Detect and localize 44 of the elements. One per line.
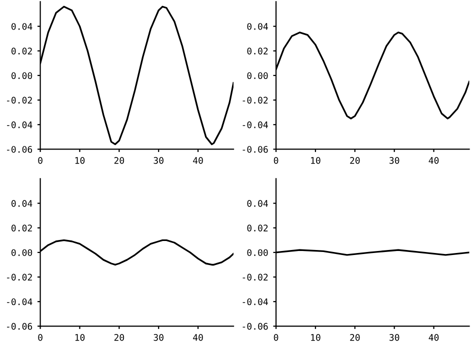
- y-tick-label: -0.04: [242, 121, 268, 128]
- x-tick-label: 0: [38, 334, 42, 341]
- y-tick-label: -0.02: [242, 274, 268, 281]
- y-tick-label: -0.04: [242, 298, 268, 306]
- y-tick-label: -0.06: [7, 146, 32, 153]
- x-tick-label: 30: [390, 157, 400, 164]
- y-tick-label: 0.04: [247, 23, 268, 30]
- x-tick-label: 10: [311, 157, 320, 164]
- x-tick-label: 20: [114, 334, 124, 341]
- y-tick-label: 0.02: [247, 224, 268, 232]
- x-tick-label: 40: [428, 334, 439, 341]
- y-tick-label: -0.04: [7, 121, 32, 128]
- y-tick-label: -0.02: [7, 96, 32, 104]
- x-tick-label: 10: [311, 334, 320, 341]
- y-tick-label: 0.02: [12, 48, 32, 54]
- x-tick-label: 20: [114, 157, 124, 164]
- y-tick-label: -0.06: [242, 146, 268, 153]
- y-tick-label: 0.00: [12, 72, 32, 80]
- y-tick-label: 0.00: [247, 249, 268, 256]
- y-tick-label: -0.02: [7, 274, 32, 281]
- x-tick-label: 40: [193, 334, 203, 341]
- x-tick-label: 10: [75, 334, 85, 341]
- x-tick-label: 30: [154, 334, 164, 341]
- y-tick-label: 0.02: [247, 48, 268, 54]
- y-tick-label: -0.06: [242, 322, 268, 330]
- x-tick-label: 40: [193, 157, 203, 164]
- y-tick-label: -0.06: [7, 322, 32, 330]
- y-tick-label: 0.02: [12, 224, 32, 232]
- y-tick-label: 0.04: [247, 200, 268, 207]
- y-tick-label: 0.00: [247, 72, 268, 80]
- x-tick-label: 20: [350, 334, 360, 341]
- x-tick-label: 0: [38, 157, 42, 164]
- x-tick-label: 40: [428, 157, 439, 164]
- x-tick-label: 0: [274, 157, 278, 164]
- x-tick-label: 20: [350, 157, 360, 164]
- y-tick-label: 0.00: [12, 249, 32, 256]
- x-tick-label: 10: [75, 157, 85, 164]
- x-tick-label: 0: [274, 334, 278, 341]
- y-tick-label: 0.04: [12, 200, 32, 207]
- y-tick-label: -0.04: [7, 298, 32, 306]
- y-tick-label: -0.02: [242, 96, 268, 104]
- y-tick-label: 0.04: [12, 23, 32, 30]
- x-tick-label: 30: [390, 334, 400, 341]
- x-tick-label: 30: [154, 157, 164, 164]
